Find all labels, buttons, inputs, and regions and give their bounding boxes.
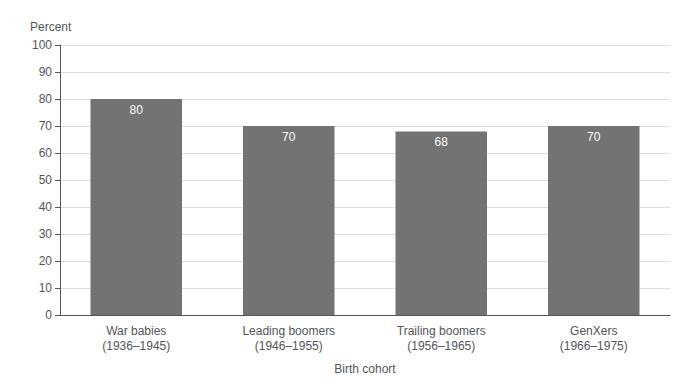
svg-text:90: 90 <box>39 65 53 79</box>
svg-text:70: 70 <box>39 119 53 133</box>
svg-text:80: 80 <box>39 92 53 106</box>
svg-text:50: 50 <box>39 173 53 187</box>
svg-text:Trailing boomers: Trailing boomers <box>397 324 486 338</box>
svg-text:(1946–1955): (1946–1955) <box>255 339 323 353</box>
svg-text:War babies: War babies <box>106 324 166 338</box>
svg-text:10: 10 <box>39 281 53 295</box>
svg-text:(1956–1965): (1956–1965) <box>407 339 475 353</box>
svg-text:30: 30 <box>39 227 53 241</box>
svg-text:40: 40 <box>39 200 53 214</box>
svg-text:20: 20 <box>39 254 53 268</box>
svg-text:68: 68 <box>435 135 449 149</box>
svg-text:70: 70 <box>587 130 601 144</box>
svg-text:100: 100 <box>32 38 52 52</box>
svg-text:GenXers: GenXers <box>570 324 617 338</box>
svg-text:80: 80 <box>130 103 144 117</box>
svg-text:0: 0 <box>45 308 52 322</box>
svg-text:(1966–1975): (1966–1975) <box>560 339 628 353</box>
svg-text:Leading boomers: Leading boomers <box>242 324 335 338</box>
svg-text:70: 70 <box>282 130 296 144</box>
svg-text:Percent: Percent <box>30 20 72 34</box>
svg-text:60: 60 <box>39 146 53 160</box>
svg-text:(1936–1945): (1936–1945) <box>102 339 170 353</box>
svg-text:Birth cohort: Birth cohort <box>334 362 396 376</box>
